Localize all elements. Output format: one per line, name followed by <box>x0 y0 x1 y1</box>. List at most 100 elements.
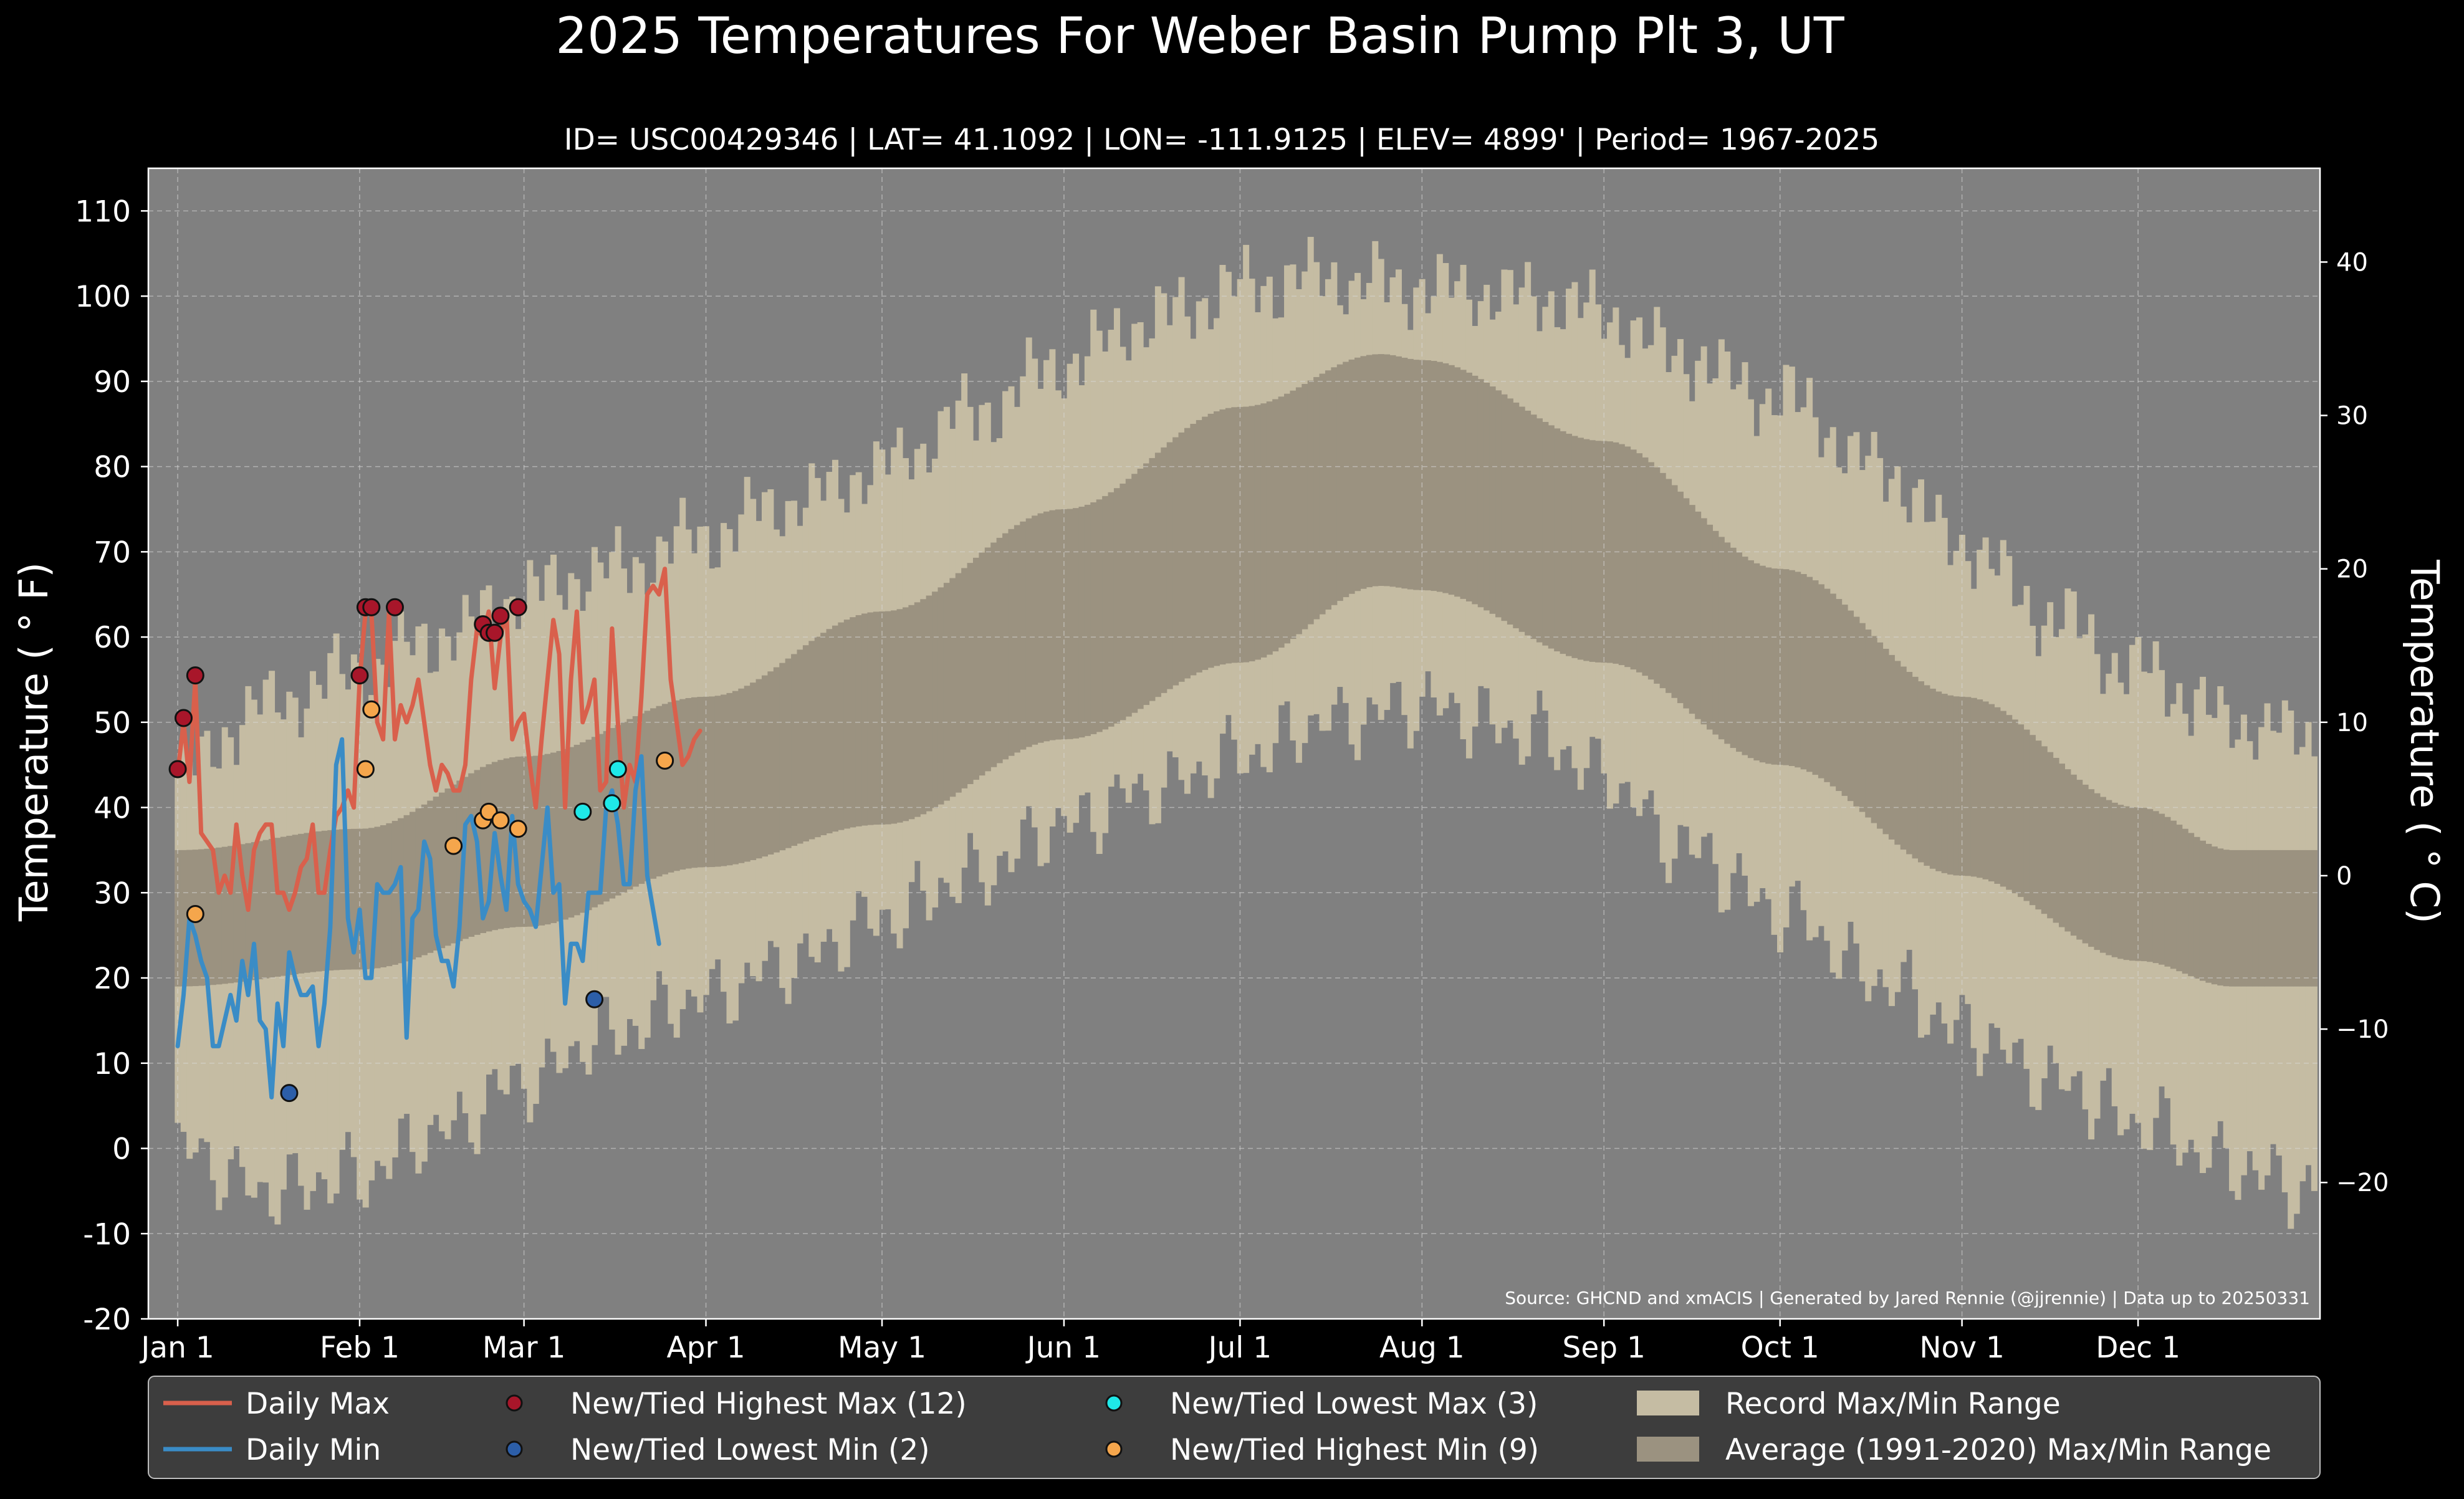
average-range-bar <box>1982 701 1989 879</box>
average-range-bar <box>1425 360 1432 591</box>
average-range-bar <box>1049 510 1056 740</box>
average-range-bar <box>2082 784 2089 944</box>
legend-label: Daily Max <box>246 1387 390 1421</box>
average-range-bar <box>609 728 616 899</box>
average-range-bar <box>914 602 921 817</box>
highest-max-marker <box>486 623 504 642</box>
average-range-bar <box>1372 354 1379 587</box>
average-range-bar <box>884 611 891 825</box>
average-range-bar <box>1119 483 1126 721</box>
average-range-bar <box>1413 360 1420 590</box>
average-range-bar <box>1161 447 1167 693</box>
average-range-bar <box>1436 362 1443 592</box>
average-range-bar <box>1131 474 1138 713</box>
average-range-bar <box>1025 518 1032 747</box>
average-range-bar <box>1577 438 1584 660</box>
average-range-bar <box>1325 370 1331 610</box>
highest-min-marker <box>356 760 375 778</box>
average-range-bar <box>1525 410 1532 636</box>
average-range-bar <box>891 610 898 824</box>
average-range-bar <box>1055 509 1062 740</box>
average-range-bar <box>309 832 316 972</box>
average-range-bar <box>937 587 944 805</box>
average-range-bar <box>668 702 674 873</box>
average-range-bar <box>527 756 534 927</box>
y2-tick-label: 10 <box>2336 709 2368 737</box>
average-range-bar <box>362 828 369 970</box>
average-range-bar <box>1836 598 1843 792</box>
average-range-bar <box>180 850 187 987</box>
average-range-bar <box>1894 661 1901 845</box>
average-range-bar <box>879 611 886 825</box>
average-range-bar <box>2217 848 2224 986</box>
average-range-bar <box>761 675 769 857</box>
average-range-bar <box>755 679 762 859</box>
average-range-bar <box>867 612 874 825</box>
average-range-bar <box>2193 836 2200 979</box>
x-tick-label: Nov 1 <box>1919 1331 2005 1365</box>
y2-tick-label: −10 <box>2336 1015 2389 1044</box>
average-range-bar <box>1853 616 1860 807</box>
average-range-bar <box>2076 780 2083 940</box>
average-range-bar <box>714 696 721 867</box>
average-range-bar <box>1671 485 1678 698</box>
average-range-bar <box>1407 358 1414 590</box>
average-range-bar <box>785 658 792 848</box>
average-range-bar <box>1302 384 1308 630</box>
average-range-bar <box>1460 370 1467 599</box>
average-range-bar <box>1783 569 1790 765</box>
average-range-bar <box>292 835 299 975</box>
average-range-bar <box>1859 623 1866 812</box>
x-tick-label: Mar 1 <box>482 1331 566 1365</box>
average-range-bar <box>1912 676 1919 859</box>
average-range-bar <box>444 788 451 946</box>
average-range-bar <box>1254 405 1261 660</box>
x-tick-label: Jul 1 <box>1207 1331 1272 1365</box>
average-range-bar <box>333 830 340 970</box>
average-range-bar <box>298 833 305 974</box>
lowest-max-marker <box>603 794 621 813</box>
highest-max-marker <box>362 598 381 616</box>
average-range-bar <box>855 615 862 826</box>
legend-patch-swatch <box>1637 1437 1699 1462</box>
average-range-bar <box>2035 740 2042 910</box>
average-range-bar <box>1395 356 1402 588</box>
average-range-bar <box>721 694 727 866</box>
average-range-bar <box>949 578 956 797</box>
average-range-bar <box>2235 850 2241 987</box>
average-range-bar <box>1560 431 1566 654</box>
average-range-bar <box>1683 498 1690 709</box>
x-tick-label: Sep 1 <box>1563 1331 1646 1365</box>
y-tick-label: 90 <box>93 365 131 400</box>
y-axis-label-f: Temperature ( ° F) <box>11 562 57 922</box>
average-range-bar <box>744 686 750 862</box>
average-range-bar <box>1290 390 1297 639</box>
average-range-bar <box>503 758 510 928</box>
average-range-bar <box>1137 468 1144 709</box>
average-range-bar <box>661 704 668 874</box>
average-range-bar <box>791 654 798 846</box>
average-range-bar <box>456 780 463 941</box>
average-range-bar <box>2041 746 2048 914</box>
average-range-bar <box>257 841 264 980</box>
average-range-bar <box>1260 403 1267 658</box>
legend-label: New/Tied Highest Max (12) <box>570 1387 967 1421</box>
average-range-bar <box>797 649 803 844</box>
average-range-bar <box>2018 724 2025 898</box>
average-range-bar <box>1108 492 1115 727</box>
average-range-bar <box>532 755 539 927</box>
y-tick-label: 100 <box>75 280 131 314</box>
legend-label: Record Max/Min Range <box>1725 1387 2061 1421</box>
average-range-bar <box>1542 421 1549 646</box>
average-range-bar <box>1014 525 1020 753</box>
average-range-bar <box>2140 808 2147 962</box>
average-range-bar <box>403 815 410 962</box>
average-range-bar <box>1795 572 1801 768</box>
average-range-bar <box>433 797 439 951</box>
average-range-bar <box>808 641 815 840</box>
average-range-bar <box>1037 513 1044 743</box>
average-range-bar <box>2064 769 2071 932</box>
average-range-bar <box>2270 850 2276 987</box>
